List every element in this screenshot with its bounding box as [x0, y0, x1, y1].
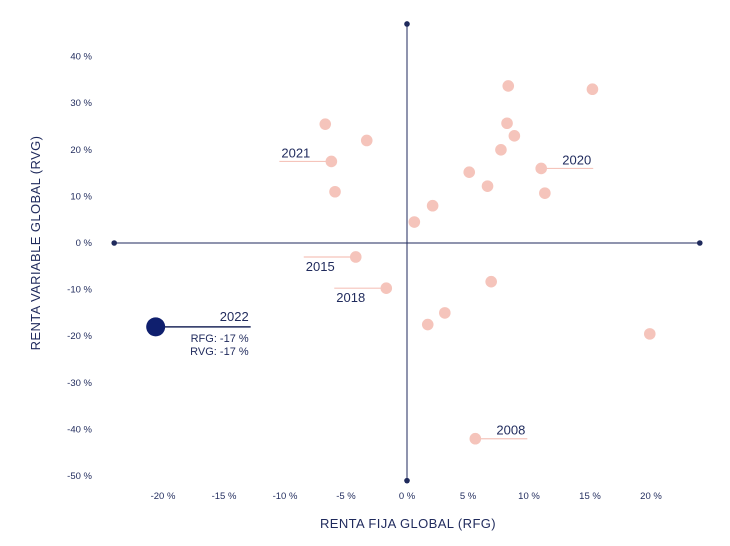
y-tick-label: 40 %: [70, 52, 92, 63]
y-axis-top-end: [404, 21, 410, 27]
axes: [111, 21, 703, 484]
x-tick-label: -15 %: [212, 491, 237, 502]
y-tick-label: 30 %: [70, 98, 92, 109]
highlight-point: [146, 317, 166, 337]
data-point: [360, 134, 373, 147]
x-tick-label: -5 %: [336, 491, 356, 502]
data-point: [539, 187, 551, 199]
y-axis-title: RENTA VARIABLE GLOBAL (RVG): [28, 136, 43, 351]
x-tick-label: 5 %: [460, 491, 477, 502]
x-tick-label: 0 %: [399, 491, 416, 502]
annotation-2015: 2015: [306, 259, 335, 274]
y-tick-label: -10 %: [67, 285, 92, 296]
y-tick-label: -40 %: [67, 424, 92, 435]
y-axis-bottom-end: [404, 477, 410, 484]
x-axis-title: RENTA FIJA GLOBAL (RFG): [320, 516, 496, 531]
annotation-lines: [279, 160, 594, 440]
y-tick-label: -50 %: [67, 471, 92, 482]
data-point: [380, 282, 393, 295]
data-point: [508, 130, 521, 142]
highlight-2022: 2022 RFG: -17 %RVG: -17 %: [146, 309, 251, 358]
annotation-2020: 2020: [562, 152, 591, 167]
data-point: [495, 144, 507, 156]
data-point: [421, 318, 434, 331]
data-point: [439, 307, 451, 319]
data-point: [643, 328, 656, 340]
y-tick-label: 0 %: [76, 238, 93, 249]
highlight-detail: RFG: -17 %: [191, 333, 249, 345]
x-tick-label: -20 %: [151, 491, 176, 502]
data-point: [485, 275, 497, 288]
data-points: [319, 80, 656, 445]
x-axis-right-end: [697, 240, 703, 246]
data-point: [463, 166, 476, 178]
data-point: [426, 199, 439, 212]
y-tick-label: 20 %: [70, 145, 92, 156]
data-point: [501, 117, 513, 130]
highlight-label: 2022: [220, 309, 249, 324]
annotations: 2021 2020 2015 2018 2008: [281, 145, 591, 437]
y-tick-label: -30 %: [67, 378, 92, 389]
x-tick-label: 15 %: [579, 491, 601, 502]
data-point: [329, 185, 341, 198]
data-point: [535, 162, 547, 175]
x-axis-left-end: [111, 240, 117, 246]
annotation-2021: 2021: [281, 145, 310, 160]
annotation-2008: 2008: [496, 423, 525, 438]
y-tick-labels: 40 % 30 % 20 % 10 % 0 % -10 % -20 % -30 % -40 % -…: [67, 52, 92, 482]
data-point: [349, 251, 362, 263]
annotation-2018: 2018: [336, 290, 365, 305]
y-tick-label: -20 %: [67, 331, 92, 342]
x-tick-label: 10 %: [518, 491, 540, 502]
data-point: [502, 80, 515, 92]
data-point: [481, 180, 494, 192]
data-point: [469, 432, 482, 445]
highlight-detail: RVG: -17 %: [190, 346, 249, 358]
data-point: [325, 155, 338, 168]
x-tick-label: -10 %: [273, 491, 298, 502]
data-point: [319, 118, 332, 130]
x-tick-labels: -20 % -15 % -10 % -5 % 0 % 5 % 10 % 15 % 20 %: [151, 491, 663, 502]
x-tick-label: 20 %: [640, 491, 662, 502]
y-tick-label: 10 %: [70, 191, 92, 202]
data-point: [586, 83, 599, 96]
data-point: [408, 216, 421, 228]
